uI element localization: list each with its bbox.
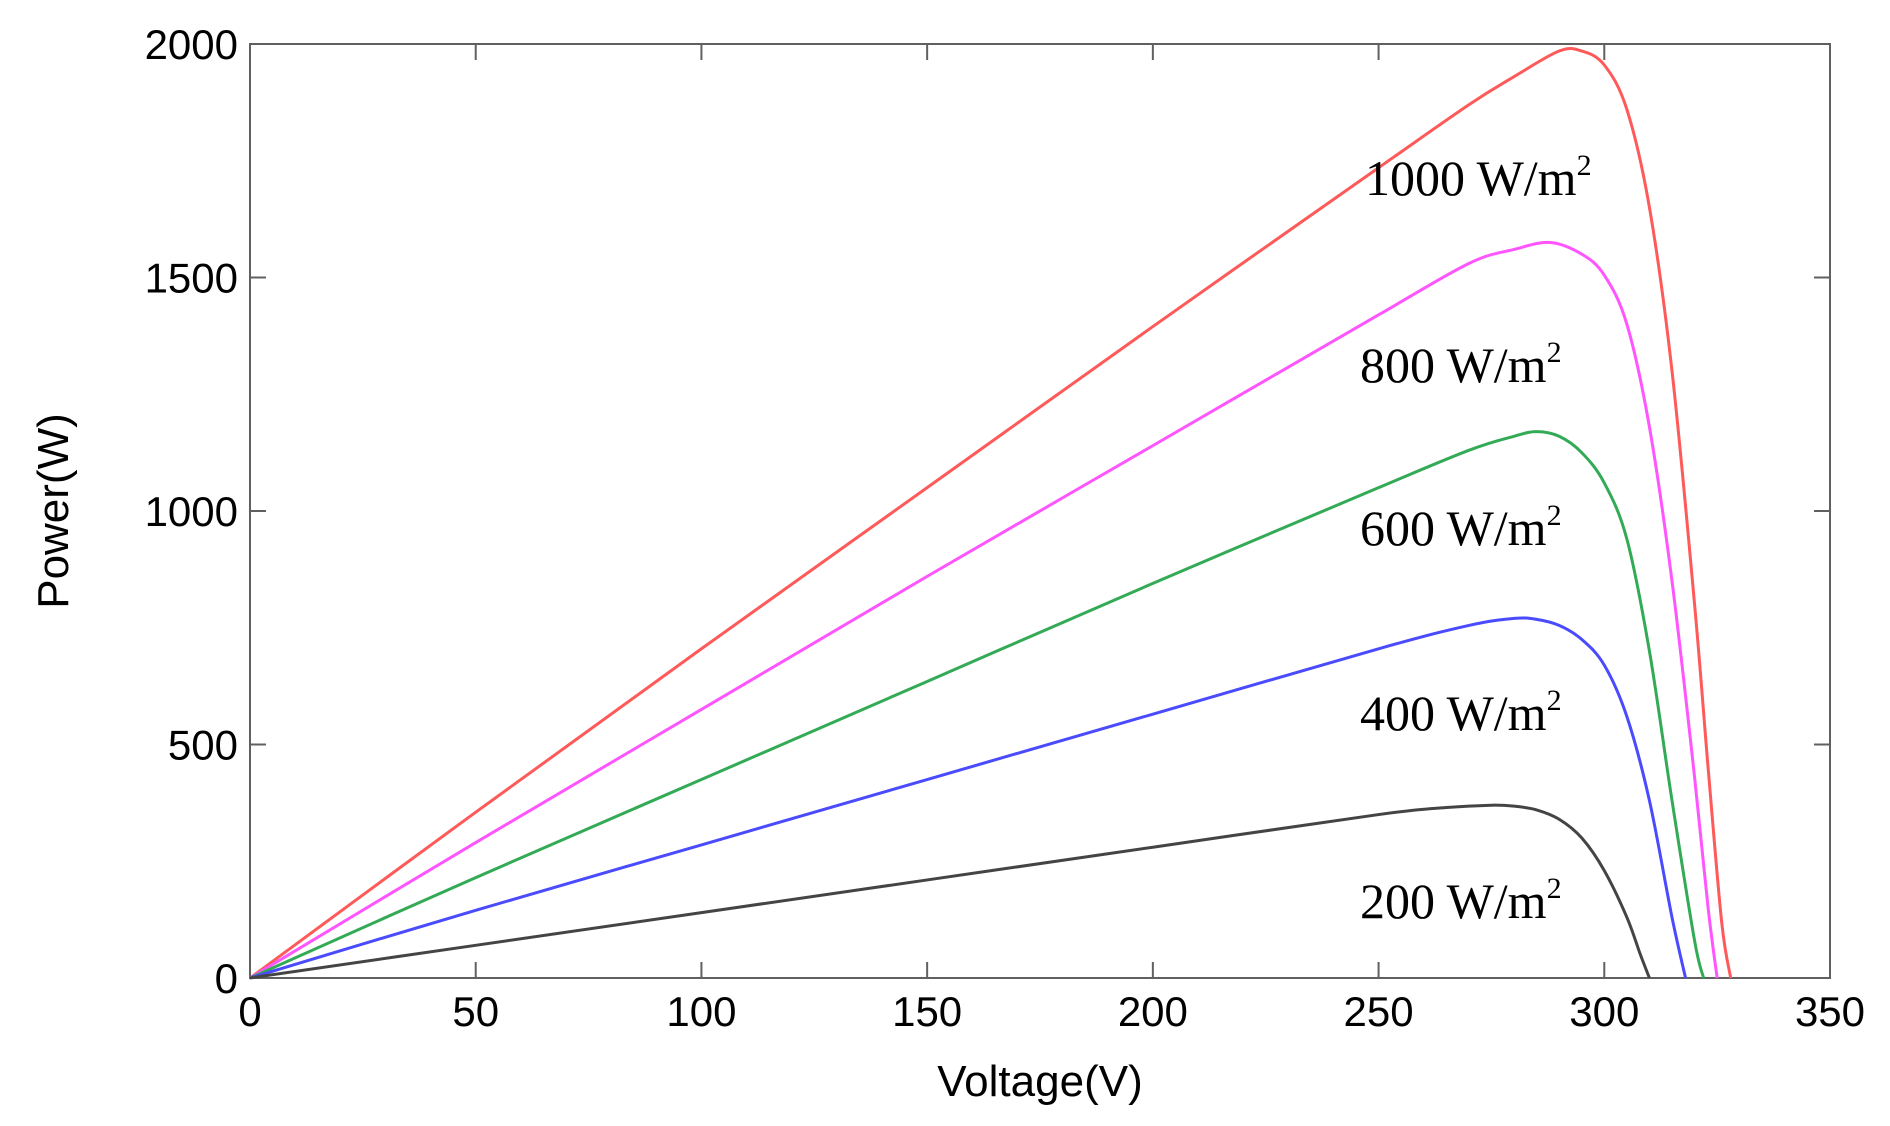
curve-label-text: 1000 W/m [1365, 150, 1577, 206]
curve-label-superscript: 2 [1547, 336, 1562, 369]
curve-label-0: 1000 W/m2 [1365, 149, 1592, 206]
curve-label-4: 200 W/m2 [1360, 872, 1562, 929]
x-tick-labels: 0 50 100 150 200 250 300 350 [238, 988, 1865, 1035]
curve-label-superscript: 2 [1547, 499, 1562, 532]
curve-label-superscript: 2 [1547, 684, 1562, 717]
y-tick-label: 500 [168, 722, 238, 769]
curve-label-1: 800 W/m2 [1360, 336, 1562, 393]
series-line-2 [249, 430, 1706, 980]
curve-label-superscript: 2 [1547, 872, 1562, 905]
series-line-4 [249, 803, 1651, 980]
series-line-3 [249, 616, 1688, 980]
x-tick-label: 150 [892, 988, 962, 1035]
curve-label-text: 200 W/m [1360, 873, 1547, 929]
series-line-0 [249, 47, 1733, 980]
curve-label-text: 600 W/m [1360, 500, 1547, 556]
x-tick-label: 100 [666, 988, 736, 1035]
y-tick-label: 0 [215, 955, 238, 1002]
curve-label-superscript: 2 [1577, 149, 1592, 182]
curve-label-3: 400 W/m2 [1360, 684, 1562, 741]
series-line-1 [249, 240, 1719, 980]
y-tick-label: 1000 [145, 488, 238, 535]
x-tick-label: 300 [1569, 988, 1639, 1035]
curve-label-text: 800 W/m [1360, 337, 1547, 393]
x-tick-label: 200 [1118, 988, 1188, 1035]
x-tick-label: 250 [1344, 988, 1414, 1035]
curve-label-text: 400 W/m [1360, 685, 1547, 741]
x-axis-title: Voltage(V) [937, 1057, 1142, 1106]
curve-label-2: 600 W/m2 [1360, 499, 1562, 556]
x-tick-label: 0 [238, 988, 261, 1035]
axis-ticks [249, 43, 1831, 979]
y-axis-title: Power(W) [29, 413, 78, 609]
x-tick-label: 350 [1795, 988, 1865, 1035]
power-curves [249, 47, 1733, 980]
y-tick-label: 2000 [145, 21, 238, 68]
y-tick-labels: 0 500 1000 1500 2000 [145, 21, 238, 1002]
x-tick-label: 50 [452, 988, 499, 1035]
y-tick-label: 1500 [145, 255, 238, 302]
